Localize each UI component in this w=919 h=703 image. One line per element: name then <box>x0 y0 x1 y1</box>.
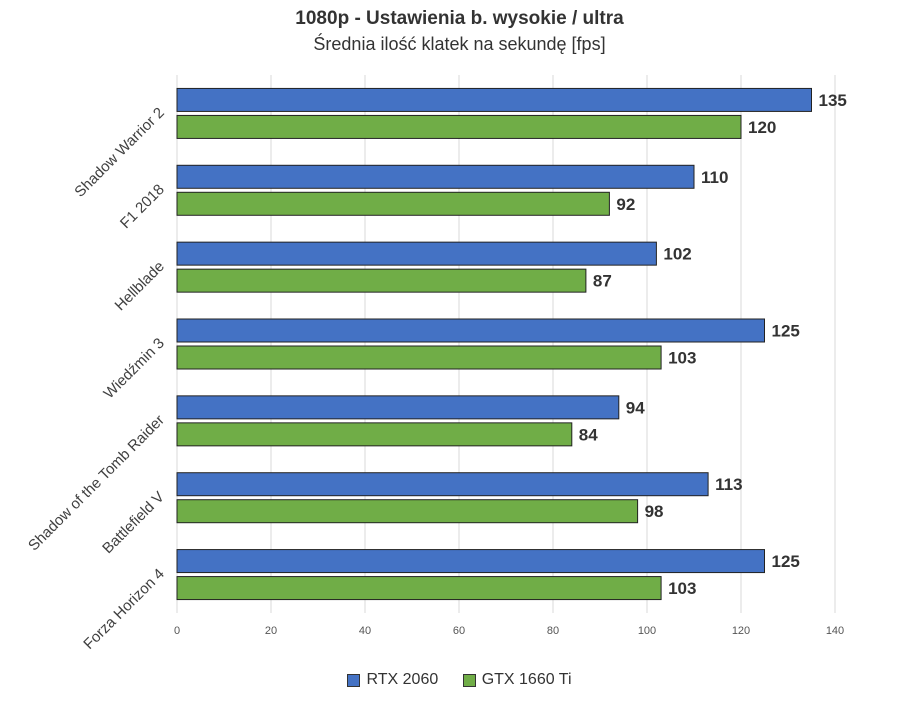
value-label-gtx-1660-ti-shadow-of-the-tomb-raider: 84 <box>579 425 598 444</box>
value-label-rtx-2060-shadow-warrior-2: 135 <box>819 91 847 110</box>
bar-rtx-2060-shadow-warrior-2 <box>176 87 812 112</box>
x-tick-label-120: 120 <box>732 625 750 637</box>
value-label-rtx-2060-forza-horizon-4: 125 <box>772 552 800 571</box>
value-label-gtx-1660-ti-wiedzmin-3: 103 <box>668 349 696 368</box>
value-label-rtx-2060-f1-2018: 110 <box>701 168 728 187</box>
value-label-rtx-2060-hellblade: 102 <box>663 245 691 264</box>
value-label-gtx-1660-ti-shadow-warrior-2: 120 <box>748 118 776 137</box>
legend-swatch-rtx-2060 <box>347 673 361 687</box>
bar-rtx-2060-wiedzmin-3 <box>176 318 765 343</box>
value-label-gtx-1660-ti-forza-horizon-4: 103 <box>668 579 696 598</box>
category-label-shadow-of-the-tomb-raider: Shadow of the Tomb Raider <box>25 412 168 555</box>
bar-rtx-2060-forza-horizon-4 <box>176 549 765 574</box>
bar-rtx-2060-hellblade <box>176 241 657 266</box>
bar-gtx-1660-ti-shadow-warrior-2 <box>176 114 742 139</box>
bar-gtx-1660-ti-wiedzmin-3 <box>176 345 662 370</box>
x-tick-label-40: 40 <box>359 625 371 637</box>
category-label-hellblade: Hellblade <box>112 258 168 314</box>
category-label-wiedzmin-3: Wiedźmin 3 <box>100 335 167 402</box>
chart-subtitle: Średnia ilość klatek na sekundę [fps] <box>313 34 606 54</box>
bar-rtx-2060-battlefield-v <box>176 472 709 497</box>
category-label-battlefield-v: Battlefield V <box>99 489 168 558</box>
bar-gtx-1660-ti-f1-2018 <box>176 191 610 216</box>
chart-title: 1080p - Ustawienia b. wysokie / ultra <box>295 8 624 29</box>
x-tick-label-80: 80 <box>547 625 559 637</box>
value-label-rtx-2060-battlefield-v: 113 <box>715 475 742 494</box>
bar-gtx-1660-ti-forza-horizon-4 <box>176 576 662 601</box>
value-label-rtx-2060-wiedzmin-3: 125 <box>772 322 800 341</box>
category-label-f1-2018: F1 2018 <box>117 181 168 232</box>
value-label-rtx-2060-shadow-of-the-tomb-raider: 94 <box>626 398 645 417</box>
x-tick-label-60: 60 <box>453 625 465 637</box>
x-tick-label-140: 140 <box>826 625 844 637</box>
legend-label-rtx-2060: RTX 2060 <box>366 671 439 688</box>
category-label-forza-horizon-4: Forza Horizon 4 <box>80 565 167 652</box>
value-label-gtx-1660-ti-battlefield-v: 98 <box>645 502 664 521</box>
bar-gtx-1660-ti-battlefield-v <box>176 499 639 524</box>
x-tick-label-100: 100 <box>638 625 656 637</box>
x-tick-label-20: 20 <box>265 625 277 637</box>
value-label-gtx-1660-ti-hellblade: 87 <box>593 272 612 291</box>
bar-gtx-1660-ti-shadow-of-the-tomb-raider <box>176 422 573 447</box>
legend-item-rtx-2060: RTX 2060 <box>347 671 438 689</box>
bar-rtx-2060-shadow-of-the-tomb-raider <box>176 395 620 420</box>
bar-rtx-2060-f1-2018 <box>176 164 695 189</box>
legend-item-gtx-1660-ti: GTX 1660 Ti <box>462 671 572 689</box>
legend-label-gtx-1660-ti: GTX 1660 Ti <box>481 671 572 688</box>
x-tick-label-0: 0 <box>174 625 180 637</box>
bar-gtx-1660-ti-hellblade <box>176 268 587 293</box>
legend-swatch-gtx-1660-ti <box>462 673 476 687</box>
value-label-gtx-1660-ti-f1-2018: 92 <box>616 195 635 214</box>
legend: RTX 2060 GTX 1660 Ti <box>0 671 919 692</box>
